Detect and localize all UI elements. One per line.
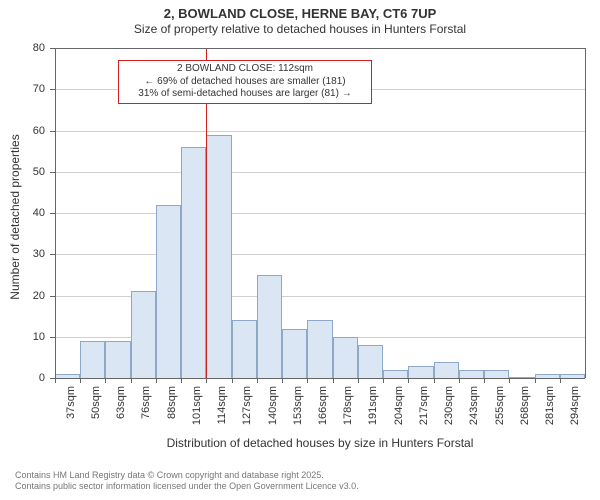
bar (282, 329, 307, 379)
x-tick-label: 37sqm (65, 386, 77, 419)
x-tick-label: 268sqm (519, 386, 531, 425)
bar (459, 370, 484, 378)
x-tick-label: 153sqm (292, 386, 304, 425)
x-tick-label: 178sqm (342, 386, 354, 425)
x-tick-label: 140sqm (267, 386, 279, 425)
bar (206, 135, 231, 378)
x-axis-label: Distribution of detached houses by size … (55, 436, 585, 450)
bar (408, 366, 433, 378)
y-tick-label: 30 (17, 248, 45, 260)
x-tick-label: 114sqm (216, 386, 228, 424)
x-tick-label: 191sqm (367, 386, 379, 425)
footer-line-1: Contains HM Land Registry data © Crown c… (15, 470, 359, 481)
x-tick-label: 63sqm (115, 386, 127, 419)
bar (156, 205, 181, 378)
footer-text: Contains HM Land Registry data © Crown c… (15, 470, 359, 493)
x-tick-label: 230sqm (443, 386, 455, 425)
y-tick-label: 20 (17, 290, 45, 302)
bar (105, 341, 130, 378)
x-tick-label: 88sqm (166, 386, 178, 419)
x-tick-label: 166sqm (317, 386, 329, 425)
gridline (55, 131, 585, 132)
y-tick-label: 40 (17, 207, 45, 219)
x-tick-label: 217sqm (418, 386, 430, 425)
title-line-2: Size of property relative to detached ho… (0, 22, 600, 36)
bar (333, 337, 358, 378)
x-tick-label: 127sqm (241, 386, 253, 425)
bar (131, 291, 156, 378)
y-tick-label: 0 (17, 372, 45, 384)
y-tick-label: 60 (17, 125, 45, 137)
bar (80, 341, 105, 378)
x-axis-line (55, 378, 585, 379)
bar (307, 320, 332, 378)
bar (358, 345, 383, 378)
gridline (55, 254, 585, 255)
x-tick-label: 204sqm (393, 386, 405, 425)
y-axis-line (55, 48, 56, 378)
y-tick-label: 10 (17, 331, 45, 343)
x-tick-label: 281sqm (544, 386, 556, 425)
y-tick-label: 70 (17, 83, 45, 95)
y-tick-label: 50 (17, 166, 45, 178)
bar (434, 362, 459, 379)
right-axis-line (585, 48, 586, 378)
x-tick-label: 255sqm (494, 386, 506, 425)
callout-line-3: 31% of semi-detached houses are larger (… (123, 88, 367, 101)
top-axis-line (55, 48, 585, 49)
bar (181, 147, 206, 378)
y-tick-label: 80 (17, 42, 45, 54)
callout-box: 2 BOWLAND CLOSE: 112sqm ← 69% of detache… (118, 60, 372, 104)
gridline (55, 172, 585, 173)
callout-line-1: 2 BOWLAND CLOSE: 112sqm (123, 63, 367, 76)
x-tick-label: 294sqm (569, 386, 581, 425)
footer-line-2: Contains public sector information licen… (15, 481, 359, 492)
title-line-1: 2, BOWLAND CLOSE, HERNE BAY, CT6 7UP (0, 0, 600, 22)
bar (383, 370, 408, 378)
callout-line-2: ← 69% of detached houses are smaller (18… (123, 76, 367, 89)
bar (232, 320, 257, 378)
x-tick-label: 76sqm (140, 386, 152, 419)
x-tick-label: 101sqm (191, 386, 203, 425)
x-tick-label: 50sqm (90, 386, 102, 419)
chart-container: 2, BOWLAND CLOSE, HERNE BAY, CT6 7UP Siz… (0, 0, 600, 500)
x-tick-label: 243sqm (468, 386, 480, 425)
bar (257, 275, 282, 378)
gridline (55, 213, 585, 214)
bar (484, 370, 509, 378)
